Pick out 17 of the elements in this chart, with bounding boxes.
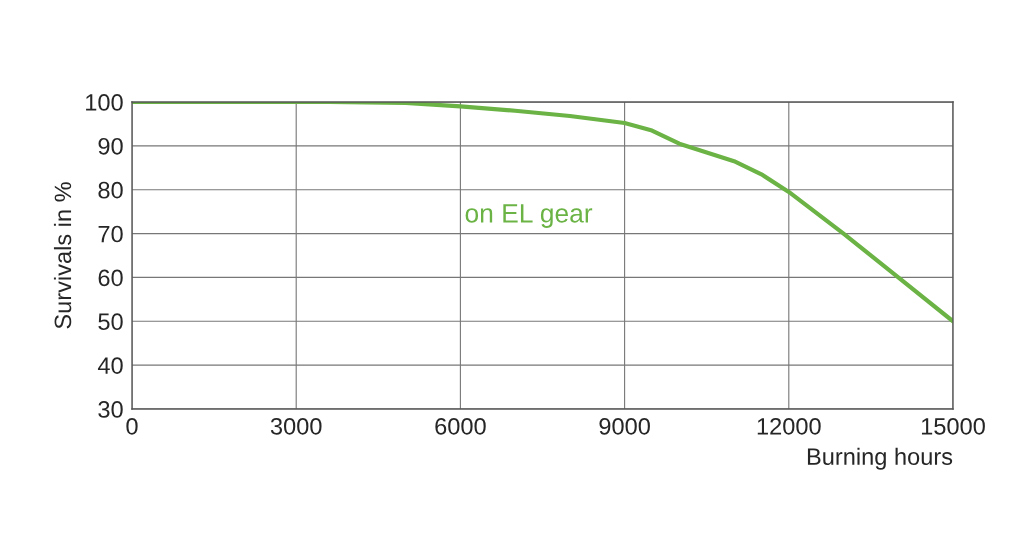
x-tick-label: 0 [126, 417, 138, 435]
y-tick-label: 60 [98, 269, 123, 287]
x-tick-label: 15000 [921, 417, 985, 435]
y-tick-label: 40 [97, 357, 123, 374]
y-tick-label: 70 [98, 225, 123, 243]
x-tick-label: 12000 [757, 417, 821, 435]
x-axis-title: Burning hours [807, 447, 953, 470]
x-tick-label: 3000 [270, 417, 322, 435]
text: on EL gear [465, 204, 593, 228]
y-axis-title: Survivals in % [53, 182, 72, 329]
y-tick-label: 90 [98, 137, 123, 155]
y-tick-label: 30 [98, 401, 123, 418]
y-tick-label: 100 [86, 94, 123, 111]
x-tick-label: 6000 [435, 417, 486, 435]
x-tick-label: 9000 [599, 417, 650, 435]
y-tick-label: 50 [98, 313, 123, 331]
y-tick-label: 80 [98, 181, 123, 199]
